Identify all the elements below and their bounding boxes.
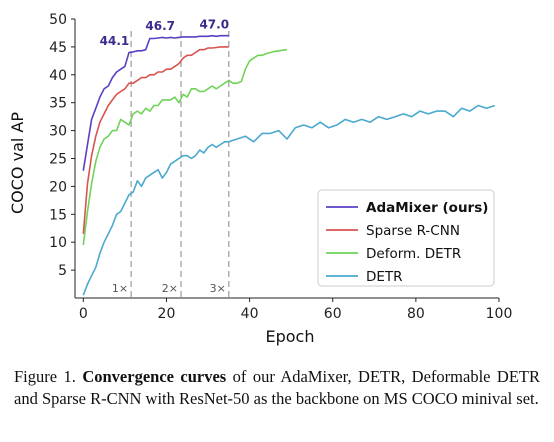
x-tick-label: 0 (79, 306, 88, 322)
series-lines (82, 34, 496, 296)
series-line (82, 34, 229, 171)
y-tick-label: 20 (49, 179, 67, 195)
caption-text: of our AdaMixer, DETR, Deformable DETR a… (14, 367, 540, 408)
x-tick-label: 40 (241, 306, 259, 322)
legend: AdaMixer (ours) Sparse R-CNN Deform. DETR D… (317, 189, 495, 287)
x-tick-label: 80 (407, 306, 425, 322)
figure-caption: Figure 1. Convergence curves of our AdaM… (14, 366, 540, 410)
schedule-label: 3× (210, 282, 226, 295)
series-line (82, 104, 496, 296)
y-tick-label: 25 (49, 152, 67, 168)
y-tick-label: 45 (49, 40, 67, 56)
schedule-lines: 1× 2× 3× (112, 31, 230, 298)
schedule-label: 1× (112, 282, 128, 295)
schedule-label: 2× (162, 282, 178, 295)
x-tick-label: 60 (324, 306, 342, 322)
peak-label: 47.0 (199, 17, 229, 31)
chart-axes: 5 10 15 20 25 30 35 40 45 50 0 20 40 60 80 100 (49, 12, 512, 322)
peak-label: 44.1 (100, 34, 130, 48)
y-tick-label: 15 (49, 207, 67, 223)
caption-figure-label: Figure 1. (14, 367, 76, 386)
legend-label: Deform. DETR (366, 246, 461, 262)
legend-box (317, 189, 495, 287)
y-tick-label: 30 (49, 124, 67, 140)
convergence-chart: 5 10 15 20 25 30 35 40 45 50 0 20 40 60 80 100 1× 2× 3× 4… (8, 12, 512, 346)
y-tick-label: 40 (49, 68, 67, 84)
y-tick-label: 10 (49, 235, 67, 251)
x-tick-label: 100 (486, 306, 513, 322)
peak-annotations: 44.1 46.7 47.0 (100, 17, 229, 48)
x-axis-label: Epoch (266, 327, 315, 346)
series-line (82, 46, 229, 234)
x-tick-label: 20 (158, 306, 176, 322)
y-tick-label: 50 (49, 12, 67, 28)
y-axis-label: COCO val AP (8, 112, 27, 214)
legend-label: AdaMixer (ours) (366, 200, 488, 216)
y-tick-label: 35 (49, 96, 67, 112)
legend-label: DETR (366, 269, 403, 285)
series-line (82, 48, 288, 246)
y-tick-label: 5 (58, 263, 67, 279)
caption-bold-text: Convergence curves (82, 367, 227, 386)
legend-label: Sparse R-CNN (366, 223, 460, 239)
peak-label: 46.7 (145, 19, 175, 33)
